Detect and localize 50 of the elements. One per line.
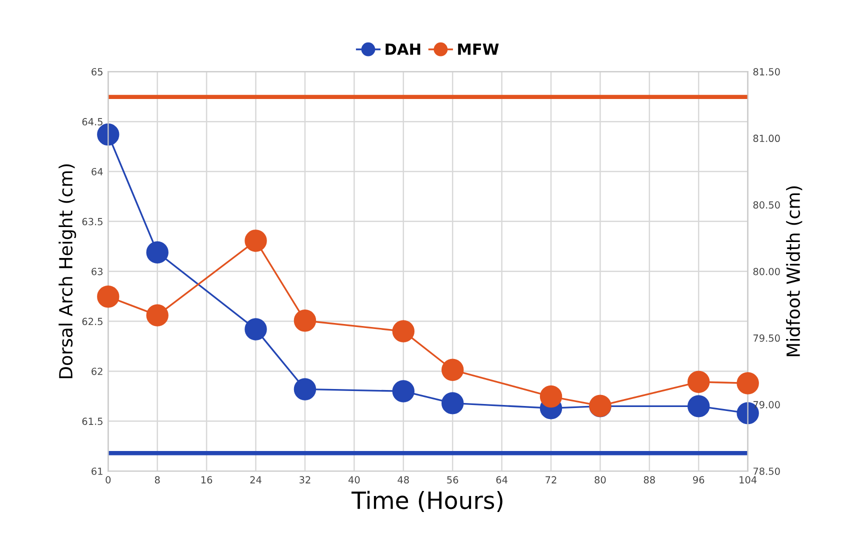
x-tick-label: 56	[447, 476, 458, 484]
point	[540, 385, 562, 408]
point	[146, 304, 168, 326]
x-tick-label: 104	[740, 476, 757, 484]
point	[244, 230, 267, 252]
point	[441, 392, 464, 414]
y2-tick-label: 80.50	[753, 201, 780, 209]
y2-tick-label: 78.50	[753, 468, 780, 475]
point	[688, 370, 710, 393]
y-tick-label: 61.5	[82, 418, 102, 426]
y-tick-label: 62	[92, 368, 102, 376]
point	[97, 286, 120, 308]
point	[294, 378, 316, 400]
x-tick-label: 0	[106, 476, 111, 484]
y-tick-label: 62.5	[82, 318, 102, 326]
x-tick-label: 16	[201, 476, 212, 484]
x-tick-label: 64	[496, 476, 508, 484]
y2-tick-label: 79.50	[753, 334, 780, 342]
x-tick-label: 88	[644, 476, 655, 484]
y-axis-title: Dorsal Arch Height (cm)	[58, 164, 76, 378]
x-tick-label: 32	[300, 476, 310, 484]
legend-label: DAH	[386, 44, 420, 55]
y-tick-label: 63	[92, 268, 103, 276]
x-tick-label: 72	[546, 476, 556, 484]
y-tick-label: 64.5	[82, 118, 102, 126]
point	[688, 395, 710, 418]
x-tick-label: 96	[693, 476, 704, 484]
point	[392, 380, 414, 402]
point	[736, 372, 759, 394]
x-tick-label: 24	[250, 476, 262, 484]
point	[441, 358, 464, 382]
point	[392, 320, 414, 342]
point	[146, 241, 168, 264]
y2-tick-label: 81.50	[753, 68, 780, 76]
y2-tick-label: 79.00	[753, 401, 780, 408]
y-tick-label: 63.5	[82, 218, 102, 226]
y2-axis-title: Midfoot Width (cm)	[786, 186, 802, 356]
y2-tick-label: 81.00	[753, 134, 780, 142]
y-tick-label: 61	[92, 468, 102, 475]
x-tick-label: 80	[594, 476, 606, 484]
y-tick-label: 64	[92, 168, 103, 176]
y-tick-label: 65	[92, 68, 102, 76]
y2-tick-label: 80.00	[753, 268, 780, 276]
point	[294, 310, 316, 332]
x-tick-label: 40	[348, 476, 360, 484]
legend-label: MFW	[458, 44, 499, 55]
point	[244, 318, 267, 340]
x-axis-title: Time (Hours)	[351, 490, 502, 512]
x-tick-label: 48	[398, 476, 409, 484]
x-tick-label: 8	[154, 476, 160, 484]
